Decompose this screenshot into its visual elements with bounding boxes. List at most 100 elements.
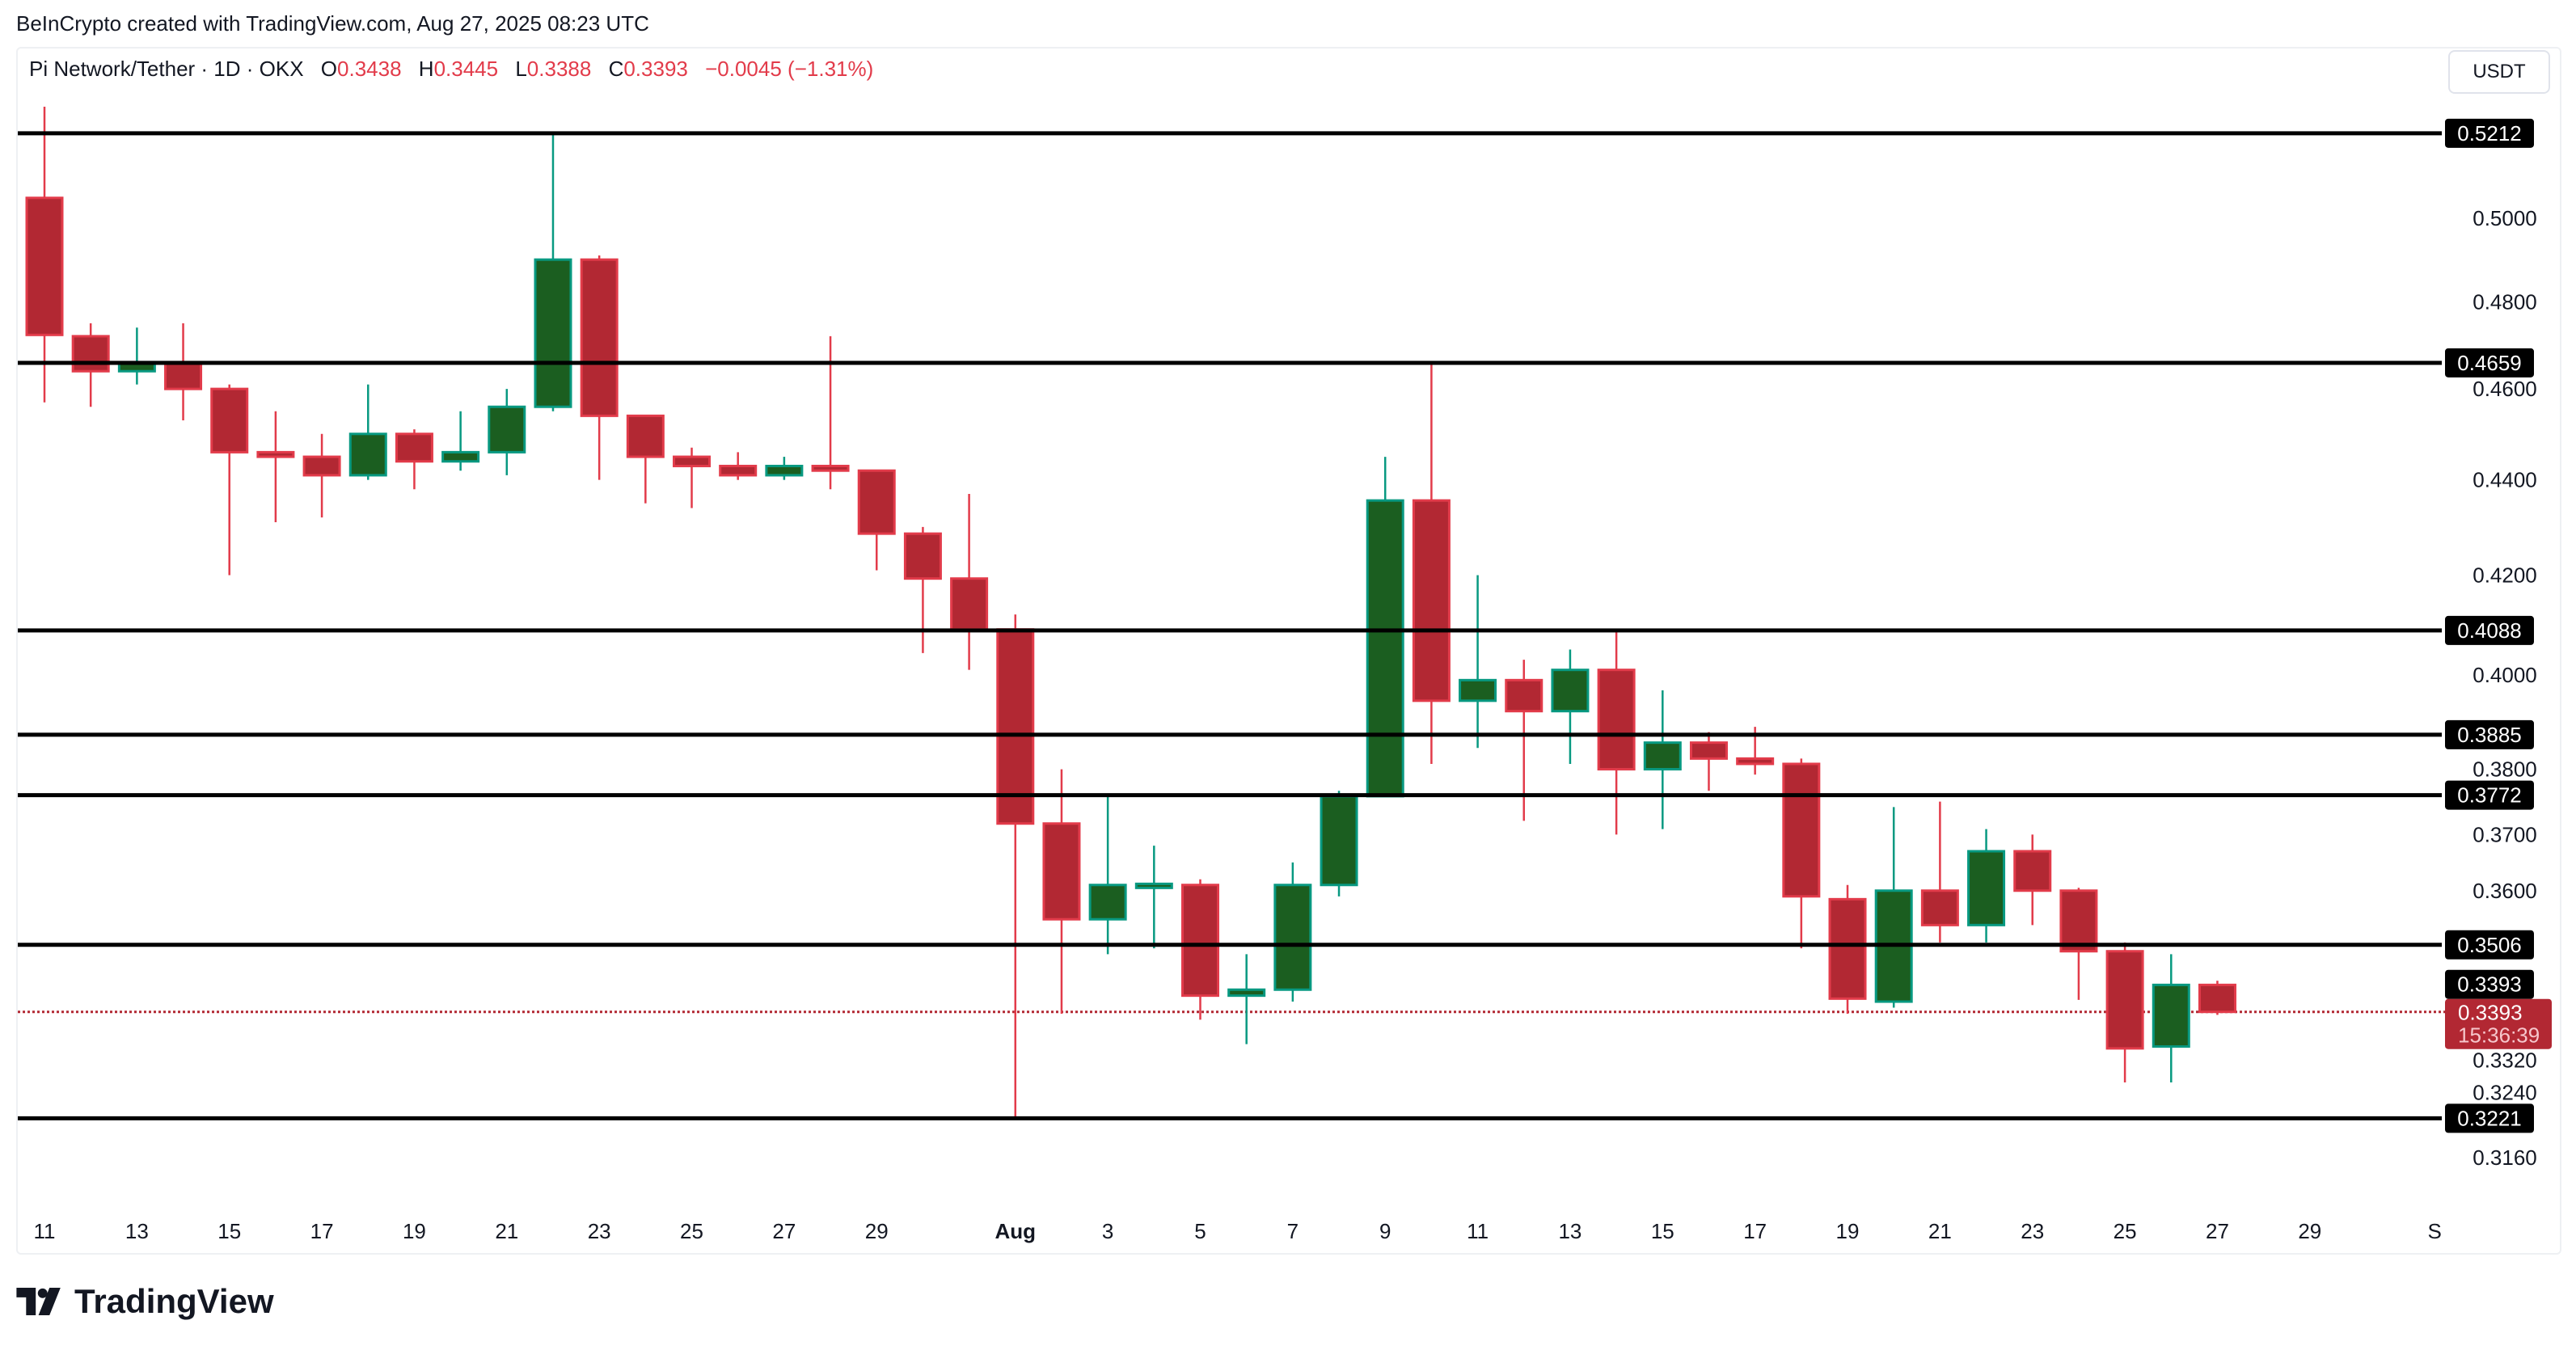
x-tick-label: 19 <box>1836 1219 1860 1243</box>
y-tick-label: 0.4200 <box>2473 563 2537 587</box>
level-price-label: 0.3506 <box>2457 933 2522 957</box>
x-tick-label: 17 <box>310 1219 334 1243</box>
candle-down <box>626 414 665 458</box>
tradingview-logo[interactable]: TradingView <box>16 1282 274 1321</box>
candle-up <box>765 464 804 477</box>
candle-down <box>302 455 341 477</box>
level-price-label: 0.4088 <box>2457 618 2522 643</box>
candle-down <box>2059 889 2098 953</box>
x-tick-label: Aug <box>995 1219 1037 1243</box>
candle-up <box>534 258 572 408</box>
candle-up <box>1227 988 1266 998</box>
candle-up <box>1320 795 1358 887</box>
logo-text: TradingView <box>74 1282 274 1320</box>
level-price-label: 0.5212 <box>2457 121 2522 146</box>
candle-down <box>210 387 249 454</box>
x-tick-label: 25 <box>680 1219 703 1243</box>
level-price-label: 0.4659 <box>2457 351 2522 375</box>
price-tag <box>2445 969 2534 999</box>
close-value: 0.3393 <box>623 57 688 81</box>
open-label: O <box>320 57 338 81</box>
tradingview-logo-icon <box>16 1288 61 1315</box>
candle-down <box>395 432 433 463</box>
level-price-tag <box>2445 615 2534 645</box>
candle-up <box>488 405 526 454</box>
x-tick-label: 3 <box>1102 1219 1113 1243</box>
y-tick-label: 0.4600 <box>2473 377 2537 401</box>
y-tick-label: 0.3240 <box>2473 1080 2537 1104</box>
change-value: −0.0045 (−1.31%) <box>705 57 874 81</box>
candle-down <box>950 577 989 631</box>
candle-down <box>996 628 1035 825</box>
open-value: 0.3438 <box>337 57 402 81</box>
bar-countdown-label: 15:36:39 <box>2458 1023 2540 1048</box>
candle-down <box>673 455 712 467</box>
candle-down <box>719 464 758 477</box>
y-tick-label: 0.3700 <box>2473 822 2537 846</box>
chart-panel <box>16 47 2561 1255</box>
current-price-label: 0.3393 <box>2458 1001 2523 1025</box>
level-price-label: 0.3885 <box>2457 723 2522 747</box>
candle-down <box>1597 669 1636 771</box>
candle-up <box>1088 884 1127 921</box>
low-label: L <box>515 57 527 81</box>
x-tick-label: 13 <box>1558 1219 1581 1243</box>
candle-down <box>2013 850 2052 892</box>
y-tick-label: 0.5000 <box>2473 206 2537 230</box>
symbol-name: Pi Network/Tether · 1D · OKX <box>29 57 304 81</box>
candle-down <box>1689 741 1728 760</box>
candle-up <box>1134 882 1173 889</box>
candle-up <box>1551 669 1590 713</box>
candle-up <box>441 450 480 463</box>
high-value: 0.3445 <box>433 57 499 81</box>
candle-down <box>1782 762 1821 898</box>
chart-credit: BeInCrypto created with TradingView.com,… <box>16 11 649 36</box>
x-tick-label: 29 <box>865 1219 889 1243</box>
candle-down <box>1736 757 1775 766</box>
y-tick-label: 0.3160 <box>2473 1145 2537 1170</box>
candle-down <box>1181 884 1219 998</box>
x-tick-label: 7 <box>1287 1219 1299 1243</box>
close-label: C <box>608 57 624 81</box>
currency-button[interactable]: USDT <box>2448 50 2550 94</box>
level-price-tag <box>2445 930 2534 960</box>
low-value: 0.3388 <box>526 57 592 81</box>
candle-down <box>1412 499 1451 702</box>
x-tick-label: 21 <box>1928 1219 1952 1243</box>
candle-down <box>71 335 110 373</box>
x-tick-label: 27 <box>2206 1219 2229 1243</box>
candle-up <box>1459 678 1497 702</box>
y-tick-label: 0.4800 <box>2473 289 2537 314</box>
level-price-tag <box>2445 118 2534 148</box>
candle-down <box>1920 889 1959 926</box>
x-tick-label: 5 <box>1194 1219 1206 1243</box>
x-tick-label: 27 <box>772 1219 796 1243</box>
level-price-label: 0.3221 <box>2457 1106 2522 1130</box>
x-tick-label: S <box>2428 1219 2442 1243</box>
x-tick-label: 15 <box>217 1219 241 1243</box>
candle-down <box>164 361 203 390</box>
candle-down <box>2105 950 2144 1050</box>
level-price-label: 0.3772 <box>2457 783 2522 808</box>
x-tick-label: 11 <box>1467 1219 1489 1243</box>
candle-down <box>580 258 619 417</box>
x-tick-label: 13 <box>125 1219 149 1243</box>
candle-up <box>1273 884 1312 991</box>
candle-down <box>857 469 896 535</box>
candle-down <box>1828 897 1867 1000</box>
candle-down <box>2198 983 2236 1014</box>
x-tick-label: 23 <box>588 1219 611 1243</box>
symbol-legend: Pi Network/Tether · 1D · OKX O0.3438 H0.… <box>29 57 873 82</box>
x-tick-label: 11 <box>34 1219 56 1243</box>
level-price-tag <box>2445 719 2534 749</box>
x-tick-label: 21 <box>495 1219 518 1243</box>
x-tick-label: 25 <box>2114 1219 2137 1243</box>
candle-up <box>1643 741 1682 771</box>
y-tick-label: 0.4400 <box>2473 468 2537 492</box>
candle-down <box>256 450 295 458</box>
x-tick-label: 23 <box>2021 1219 2044 1243</box>
x-tick-label: 29 <box>2298 1219 2321 1243</box>
candle-up <box>348 432 387 477</box>
candle-down <box>1505 678 1543 713</box>
